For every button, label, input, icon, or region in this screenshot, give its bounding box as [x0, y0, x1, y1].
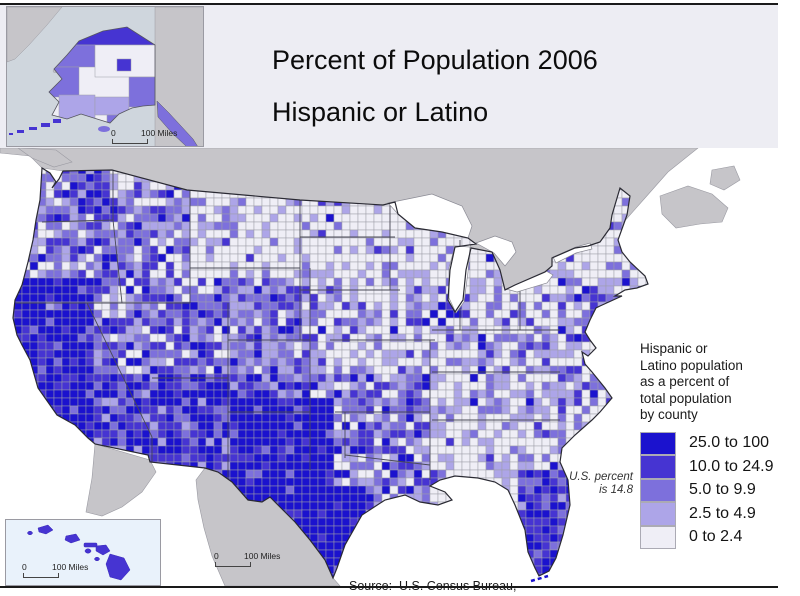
map-title-line2: Hispanic or Latino	[272, 97, 489, 127]
legend-classes: 25.0 to 100 10.0 to 24.9 5.0 to 9.9 2.5 to …	[640, 431, 790, 549]
us-percent-line1: U.S. percent	[569, 471, 633, 483]
us-county-map	[0, 148, 741, 586]
legend-class-label: 10.0 to 24.9	[689, 457, 774, 475]
legend-class-label: 5.0 to 9.9	[689, 481, 756, 499]
lake-ontario	[552, 242, 593, 264]
scalebar-miles: 100 Miles	[244, 551, 281, 561]
legend-swatch	[640, 502, 676, 526]
great-lakes	[387, 193, 593, 314]
main-map-scalebar: 0 100 Miles	[214, 551, 280, 567]
hawaii-scalebar: 0 100 Miles	[22, 562, 88, 578]
scalebar-zero: 0	[214, 551, 219, 561]
legend-swatch	[640, 431, 676, 455]
scalebar-bracket	[112, 139, 148, 144]
map-title-line1: Percent of Population 2006	[272, 45, 598, 75]
legend-title-line: Latino population	[640, 357, 743, 373]
legend-title-line: total population	[640, 390, 732, 406]
scalebar-miles: 100 Miles	[141, 128, 178, 138]
us-percent-annotation: U.S. percent is 14.8	[551, 471, 633, 497]
us-outline	[12, 166, 649, 580]
alaska-panhandle	[156, 100, 198, 146]
scalebar-bracket	[23, 573, 59, 578]
legend-swatch	[640, 455, 676, 479]
alaska-map	[7, 7, 203, 146]
florida-keys	[530, 574, 549, 583]
legend-swatch	[640, 478, 676, 502]
scalebar-bracket	[215, 562, 251, 567]
us-percent-line2: is 14.8	[599, 484, 633, 496]
source-note: Source: U.S. Census Bureau, Population E…	[349, 546, 541, 596]
legend-title-line: by county	[640, 407, 698, 422]
legend-class-label: 25.0 to 100	[689, 434, 770, 452]
mexico-landmass	[85, 443, 341, 586]
hawaii-sea	[6, 520, 160, 585]
legend-swatch	[640, 525, 676, 549]
legend-row: 2.5 to 4.9	[640, 502, 790, 526]
alaska-scalebar: 0 100 Miles	[111, 128, 177, 144]
alaska-inset: 0 100 Miles	[6, 6, 204, 147]
legend-title: Hispanic or Latino population as a perce…	[640, 341, 790, 424]
map-legend: Hispanic or Latino population as a perce…	[640, 341, 790, 549]
aleutian-islands	[9, 119, 61, 135]
scalebar-zero: 0	[22, 562, 27, 572]
legend-row: 5.0 to 9.9	[640, 478, 790, 502]
legend-class-label: 2.5 to 4.9	[689, 504, 756, 522]
hawaii-inset: 0 100 Miles	[5, 519, 161, 586]
legend-title-line: Hispanic or	[640, 341, 708, 356]
hawaii-islands	[27, 524, 131, 581]
legend-row: 25.0 to 100	[640, 431, 790, 455]
hawaii-map	[6, 520, 160, 585]
kodiak-island	[98, 126, 110, 132]
top-border-line	[0, 3, 778, 5]
legend-class-label: 0 to 2.4	[689, 528, 743, 546]
legend-row: 0 to 2.4	[640, 525, 790, 549]
bottom-border-line	[0, 586, 778, 588]
legend-row: 10.0 to 24.9	[640, 455, 790, 479]
scalebar-zero: 0	[111, 128, 116, 138]
scalebar-miles: 100 Miles	[52, 562, 89, 572]
lake-huron	[475, 235, 517, 267]
legend-title-line: as a percent of	[640, 374, 730, 389]
alaska-outline	[48, 26, 156, 124]
